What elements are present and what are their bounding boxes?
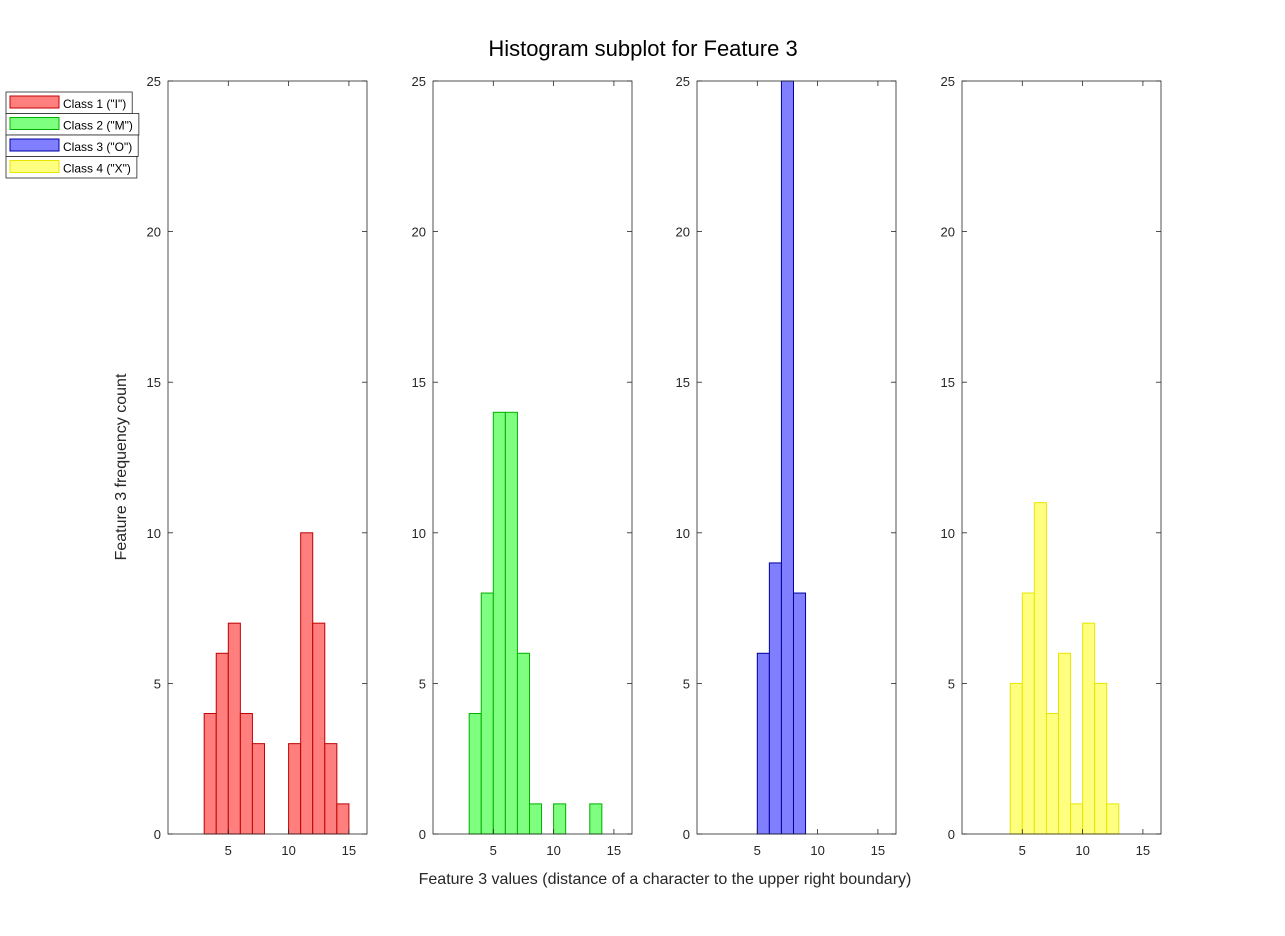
histogram-bar xyxy=(553,803,567,835)
legend-entry: Class 2 ("M") xyxy=(5,113,140,136)
legend-entry: Class 4 ("X") xyxy=(5,156,138,179)
x-tick-label: 10 xyxy=(810,843,824,858)
histogram-bar xyxy=(492,411,506,835)
legend-swatch xyxy=(9,138,60,152)
histogram-bar xyxy=(227,622,241,835)
histogram-bar xyxy=(1106,803,1120,835)
y-tick-label: 20 xyxy=(941,225,955,240)
y-tick-label: 10 xyxy=(147,526,161,541)
legend-swatch xyxy=(9,160,60,173)
axes-box xyxy=(167,80,368,835)
y-tick-label: 15 xyxy=(941,375,955,390)
x-tick-label: 10 xyxy=(546,843,560,858)
subplot-1: 0 5 10 15 20 25 5 10 15 xyxy=(147,74,368,858)
histogram-bar xyxy=(768,562,782,835)
x-tick-label: 15 xyxy=(871,843,885,858)
x-tick-label: 15 xyxy=(607,843,621,858)
subplot-4: 0 5 10 15 20 25 5 10 15 xyxy=(941,74,1162,858)
histogram-bar xyxy=(468,713,482,835)
y-tick-label: 5 xyxy=(154,676,161,691)
histogram-bar xyxy=(1045,713,1059,835)
y-tick-label: 5 xyxy=(683,676,690,691)
x-tick-label: 10 xyxy=(1075,843,1089,858)
axes-box xyxy=(432,80,633,835)
legend-label: Class 3 ("O") xyxy=(63,140,132,154)
y-tick-label: 20 xyxy=(412,225,426,240)
y-tick-label: 25 xyxy=(676,74,690,89)
y-tick-label: 20 xyxy=(147,225,161,240)
subplot-2: 0 5 10 15 20 25 5 10 15 xyxy=(412,74,633,858)
histogram-bar xyxy=(756,652,770,835)
histogram-bar xyxy=(215,652,229,835)
histogram-bar xyxy=(312,622,326,835)
subplot-3: 0 5 10 15 20 25 5 10 15 xyxy=(676,74,897,858)
y-tick-label: 0 xyxy=(419,827,426,842)
x-tick-label: 5 xyxy=(225,843,232,858)
legend-swatch xyxy=(9,117,60,130)
axes-box xyxy=(961,80,1162,835)
y-tick-label: 10 xyxy=(941,526,955,541)
histogram-bar xyxy=(504,411,518,835)
histogram-bar xyxy=(589,803,603,835)
x-tick-label: 5 xyxy=(490,843,497,858)
y-tick-label: 15 xyxy=(412,375,426,390)
y-axis-label: Feature 3 frequency count xyxy=(113,373,130,560)
histogram-bar xyxy=(324,743,338,835)
y-tick-label: 0 xyxy=(683,827,690,842)
legend-label: Class 1 ("I") xyxy=(63,97,126,111)
histogram-bar xyxy=(792,592,807,835)
x-tick-label: 5 xyxy=(754,843,761,858)
y-tick-label: 10 xyxy=(676,526,690,541)
histogram-bar xyxy=(1094,682,1108,835)
y-tick-label: 25 xyxy=(412,74,426,89)
histogram-bar xyxy=(1009,682,1023,835)
y-tick-label: 20 xyxy=(676,225,690,240)
histogram-bar xyxy=(480,592,494,835)
axes-box xyxy=(696,80,897,835)
histogram-bar xyxy=(251,743,265,835)
y-tick-label: 25 xyxy=(147,74,161,89)
legend-entry: Class 1 ("I") xyxy=(5,91,133,114)
histogram-bar xyxy=(300,532,314,835)
histogram-bar xyxy=(1082,622,1096,835)
legend: Class 1 ("I") Class 2 ("M") Class 3 ("O") C… xyxy=(5,91,140,179)
y-tick-label: 5 xyxy=(948,676,955,691)
y-tick-label: 25 xyxy=(941,74,955,89)
y-tick-label: 0 xyxy=(154,827,161,842)
legend-swatch xyxy=(9,95,60,109)
histogram-bar xyxy=(288,743,302,835)
histogram-bar xyxy=(528,803,543,835)
subplot-panels: 0 5 10 15 20 25 5 10 15 0 5 10 15 20 25 5 10 15 0 5 10 15 20 25… xyxy=(147,74,1162,858)
legend-label: Class 2 ("M") xyxy=(63,119,133,133)
histogram-bar xyxy=(780,80,794,835)
y-tick-label: 5 xyxy=(419,676,426,691)
histogram-bar xyxy=(1021,592,1035,835)
y-tick-label: 0 xyxy=(948,827,955,842)
histogram-bar xyxy=(203,713,217,835)
x-axis-label: Feature 3 values (distance of a characte… xyxy=(419,871,912,888)
histogram-bar xyxy=(1057,652,1072,835)
histogram-bar xyxy=(516,652,530,835)
x-tick-label: 15 xyxy=(1136,843,1150,858)
histogram-bar xyxy=(1070,803,1084,835)
y-tick-label: 15 xyxy=(676,375,690,390)
x-tick-label: 5 xyxy=(1019,843,1026,858)
histogram-bar xyxy=(1033,502,1047,835)
legend-label: Class 4 ("X") xyxy=(63,162,131,176)
x-tick-label: 10 xyxy=(281,843,295,858)
y-tick-label: 15 xyxy=(147,375,161,390)
histogram-bar xyxy=(239,713,253,835)
legend-entry: Class 3 ("O") xyxy=(5,134,139,157)
x-tick-label: 15 xyxy=(342,843,356,858)
chart-title: Histogram subplot for Feature 3 xyxy=(488,36,797,61)
histogram-bar xyxy=(336,803,350,835)
y-tick-label: 10 xyxy=(412,526,426,541)
